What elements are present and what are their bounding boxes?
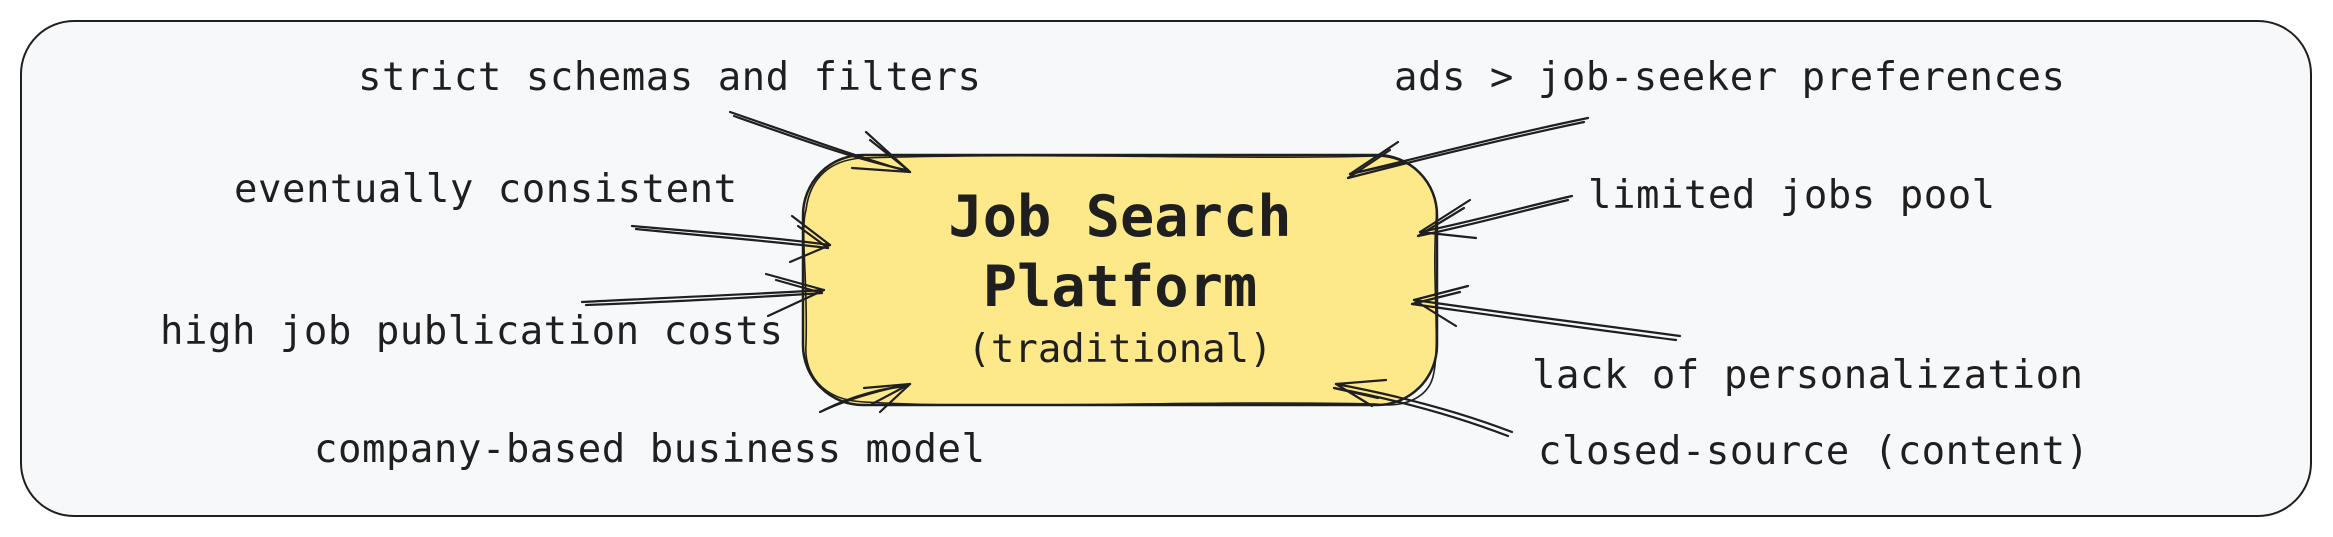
arrow-publication-costs <box>580 272 826 318</box>
arrow-limited-pool <box>1416 194 1574 240</box>
arrow-personalization <box>1410 284 1682 342</box>
label-closed-source: closed-source (content) <box>1538 429 2090 474</box>
platform-node-label: Job Search Platform (traditional) <box>803 182 1437 378</box>
arrow-strict-schemas <box>728 110 912 174</box>
label-limited-pool: limited jobs pool <box>1588 173 1996 218</box>
platform-title-line2: Platform <box>982 254 1258 320</box>
label-business-model: company-based business model <box>314 427 986 472</box>
label-eventually-consistent: eventually consistent <box>234 167 738 212</box>
label-strict-schemas: strict schemas and filters <box>358 55 982 100</box>
arrow-closed-source <box>1332 378 1514 438</box>
label-publication-costs: high job publication costs <box>160 309 784 354</box>
platform-subtitle: (traditional) <box>967 327 1273 372</box>
arrow-business-model <box>818 382 912 414</box>
arrow-ads-preferences <box>1346 116 1590 180</box>
label-personalization: lack of personalization <box>1532 353 2084 398</box>
arrow-eventually-consistent <box>630 214 832 264</box>
platform-title-line1: Job Search <box>948 184 1292 250</box>
label-ads-preferences: ads > job-seeker preferences <box>1394 55 2066 100</box>
